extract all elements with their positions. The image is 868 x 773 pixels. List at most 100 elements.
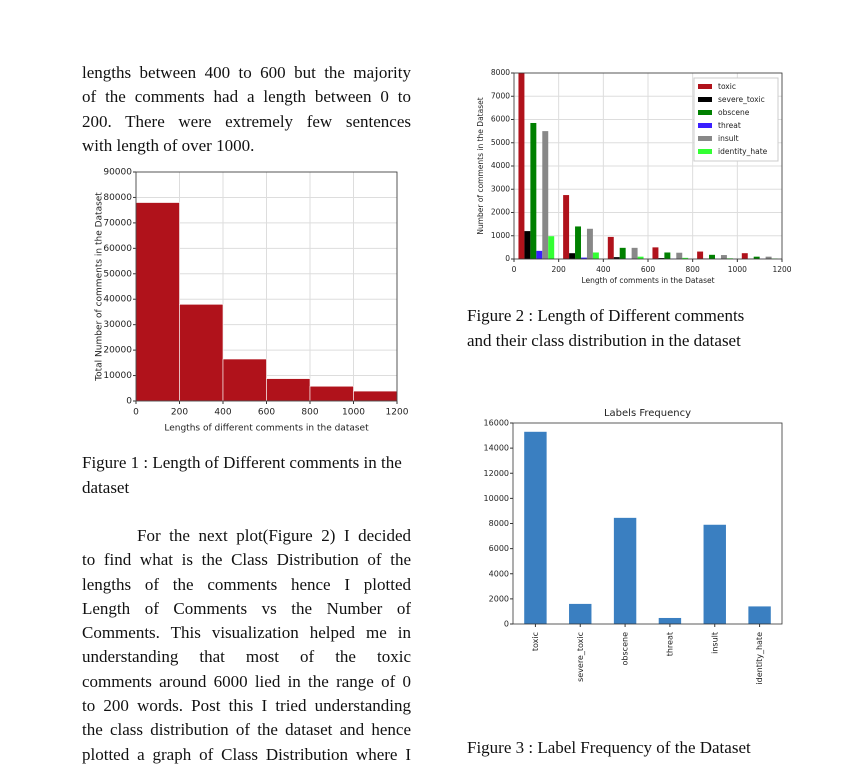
bar [682, 257, 689, 259]
figure-caption: Figure 1 : Length of Different comments … [82, 453, 402, 497]
legend-swatch [698, 136, 712, 141]
x-tick-label: threat [665, 632, 674, 656]
y-tick-label: 30000 [103, 320, 132, 330]
bar [309, 385, 354, 402]
x-tick-label: toxic [531, 632, 540, 651]
bar [569, 603, 592, 624]
bar [563, 195, 570, 259]
text-line: of the comments had a length between 0 t… [82, 87, 411, 107]
bar [179, 304, 224, 402]
x-tick-label: 1200 [386, 408, 409, 418]
text-line: lengths of the comments hence I plotted [82, 574, 411, 594]
legend-swatch [698, 97, 712, 102]
legend-label: threat [718, 121, 741, 130]
bar [536, 250, 543, 259]
y-tick-label: 16000 [484, 419, 509, 428]
bar [222, 358, 267, 402]
legend-box [693, 77, 779, 162]
bar [592, 252, 599, 259]
figure-caption: Figure 2 : Length of Different comments … [467, 306, 745, 350]
y-tick-label: 50000 [103, 269, 132, 279]
bar [720, 255, 727, 259]
y-tick-label: 0 [126, 397, 132, 407]
legend-label: insult [718, 134, 739, 143]
y-tick-label: 6000 [489, 544, 509, 553]
y-tick-label: 20000 [103, 346, 132, 356]
y-tick-label: 0 [504, 620, 509, 629]
x-axis-label: Length of comments in the Dataset [581, 276, 714, 285]
x-tick-label: 600 [641, 265, 656, 274]
y-tick-label: 8000 [489, 519, 509, 528]
x-tick-label: 600 [258, 408, 275, 418]
text-line: understanding that most of the toxic [82, 647, 411, 667]
x-tick-label: 800 [686, 265, 701, 274]
y-tick-label: 14000 [484, 444, 509, 453]
plot-frame [512, 422, 783, 625]
legend-swatch [698, 110, 712, 115]
bar [658, 258, 665, 259]
legend-label: toxic [718, 82, 736, 91]
x-tick-label: 0 [512, 265, 517, 274]
x-tick-label: obscene [621, 632, 630, 666]
bar [697, 251, 704, 259]
bar [266, 378, 311, 402]
text-line: For the next plot(Figure 2) I decided [137, 526, 411, 545]
paragraph: lengths between 400 to 600 but the major… [82, 61, 411, 158]
text-line: 200. There were extremely few sentences [82, 111, 411, 131]
text-line: Comments. This visualization helped me i… [82, 623, 411, 643]
bar [664, 252, 671, 259]
text-line: to 200 words. Post this I tried understa… [82, 696, 411, 716]
x-tick-label: insult [710, 632, 719, 654]
bar [575, 226, 581, 259]
bar [613, 517, 637, 624]
y-tick-label: 60000 [103, 244, 132, 254]
y-tick-label: 70000 [103, 218, 132, 228]
x-tick-label: 400 [214, 408, 231, 418]
bar [765, 256, 772, 259]
legend-label: severe_toxic [718, 95, 765, 104]
bar [741, 253, 748, 259]
y-tick-label: 10000 [103, 371, 132, 381]
text-line: Length of Comments vs the Number of [82, 598, 411, 618]
bar [581, 257, 587, 259]
y-tick-label: 90000 [103, 168, 132, 178]
bar [613, 257, 620, 259]
y-tick-label: 8000 [491, 68, 510, 77]
figure-caption: Figure 3 : Label Frequency of the Datase… [467, 738, 751, 757]
y-tick-label: 5000 [491, 138, 510, 147]
x-tick-label: 1200 [772, 265, 791, 274]
bar [658, 617, 682, 624]
bar [631, 247, 638, 259]
y-axis-label: Number of comments in the Dataset [476, 97, 485, 234]
text-line: plotted a graph of Class Distribution wh… [82, 744, 411, 764]
x-tick-label: 1000 [728, 265, 747, 274]
y-tick-label: 40000 [103, 295, 132, 305]
x-axis-label: Lengths of different comments in the dat… [164, 424, 369, 434]
x-tick-label: severe_toxic [576, 632, 585, 682]
bar [524, 431, 547, 624]
y-tick-label: 4000 [491, 161, 510, 170]
y-tick-label: 2000 [491, 208, 510, 217]
bar [530, 122, 537, 259]
bar [607, 236, 614, 259]
text-line: the class distribution of the dataset an… [82, 720, 411, 740]
legend-swatch [698, 84, 712, 89]
y-axis-label: Total Number of comments in the Dataset [95, 192, 105, 382]
bar [637, 256, 644, 259]
y-tick-label: 6000 [491, 115, 510, 124]
y-tick-label: 7000 [491, 91, 510, 100]
y-tick-label: 10000 [484, 494, 509, 503]
plot-frame [135, 171, 398, 402]
x-tick-label: 0 [133, 408, 139, 418]
bar [652, 247, 659, 259]
x-tick-label: 1000 [342, 408, 365, 418]
bar [518, 73, 525, 259]
chart-title: Labels Frequency [604, 408, 691, 419]
x-tick-label: identity_hate [755, 632, 764, 685]
y-tick-label: 2000 [489, 594, 509, 603]
y-tick-label: 0 [505, 254, 510, 263]
x-tick-label: 200 [552, 265, 567, 274]
bar [569, 253, 576, 259]
